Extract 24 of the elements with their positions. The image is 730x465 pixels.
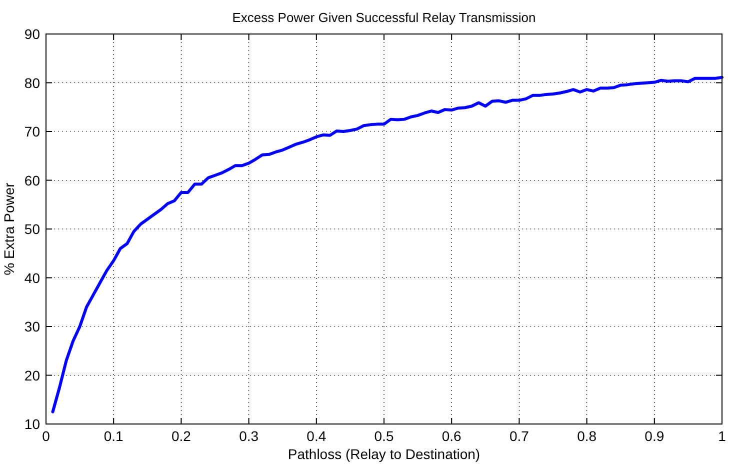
x-tick-label: 1 (718, 428, 726, 444)
y-axis-title: % Extra Power (1, 182, 17, 276)
x-tick-label: 0.4 (306, 428, 326, 444)
x-axis-title: Pathloss (Relay to Destination) (288, 446, 480, 462)
x-tick-label: 0 (42, 428, 50, 444)
y-tick-label: 80 (24, 74, 40, 91)
x-tick-label: 0.8 (577, 428, 597, 444)
x-tick-label: 0.9 (644, 428, 664, 444)
x-tick-label: 0.3 (239, 428, 259, 444)
line-series (51, 76, 724, 414)
x-tick-label: 0.1 (104, 428, 124, 444)
y-tick-label: 60 (24, 172, 40, 188)
y-tick-label: 30 (24, 318, 40, 334)
x-tick-label: 0.6 (442, 428, 462, 444)
y-tick-label: 10 (24, 416, 40, 432)
x-tick-label: 0.5 (374, 428, 394, 444)
y-tick-label: 40 (24, 270, 40, 286)
x-tick-label: 0.2 (171, 428, 192, 444)
chart-title: Excess Power Given Successful Relay Transmission (232, 10, 536, 25)
y-tick-label: 20 (24, 367, 40, 384)
y-tick-label: 90 (24, 26, 40, 42)
x-tick-label: 0.7 (509, 428, 530, 444)
y-tick-label: 70 (24, 124, 40, 140)
y-tick-label: 50 (24, 221, 40, 237)
